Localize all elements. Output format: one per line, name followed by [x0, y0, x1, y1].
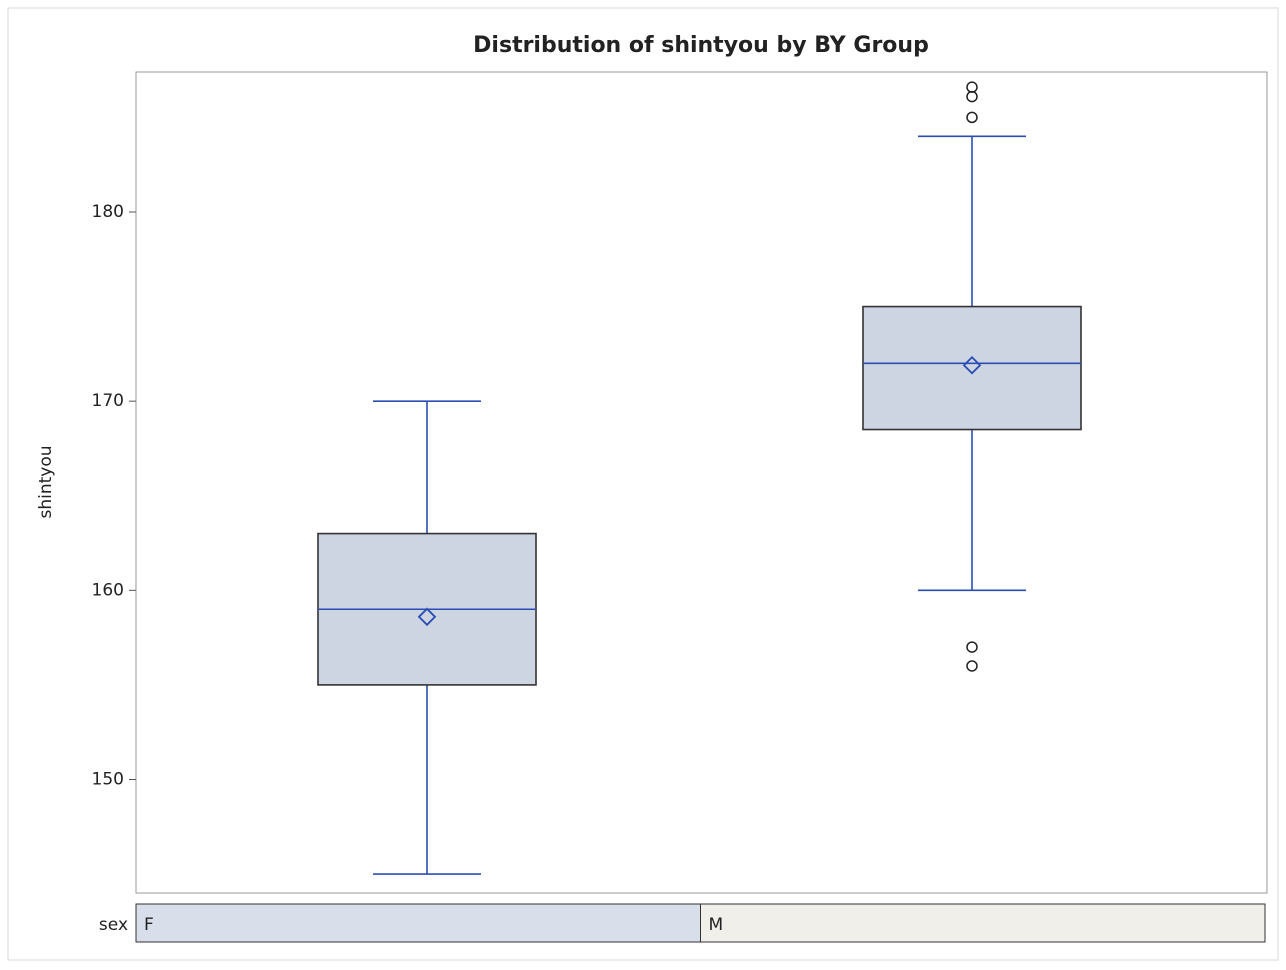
- mean-marker: [417, 607, 437, 627]
- group-label: sex: [99, 915, 128, 935]
- y-axis-label: shintyou: [36, 445, 56, 518]
- chart-title: Distribution of shintyou by BY Group: [473, 33, 929, 58]
- outlier: [966, 90, 978, 103]
- outlier: [966, 660, 978, 672]
- y-tick-label: 170: [92, 391, 124, 411]
- group-cell: [135, 903, 701, 943]
- group-cell-label: M: [709, 915, 724, 935]
- y-tick-label: 160: [92, 580, 124, 600]
- frame: [7, 7, 1279, 961]
- outlier: [966, 111, 978, 124]
- box: [862, 305, 1082, 431]
- plot-area: [135, 71, 1268, 894]
- mean-marker: [962, 355, 982, 375]
- outlier: [966, 641, 978, 653]
- y-tick-label: 180: [92, 202, 124, 222]
- y-tick-label: 150: [92, 769, 124, 789]
- outlier: [966, 81, 978, 93]
- group-cell-label: F: [144, 915, 154, 935]
- group-cell: [700, 903, 1266, 943]
